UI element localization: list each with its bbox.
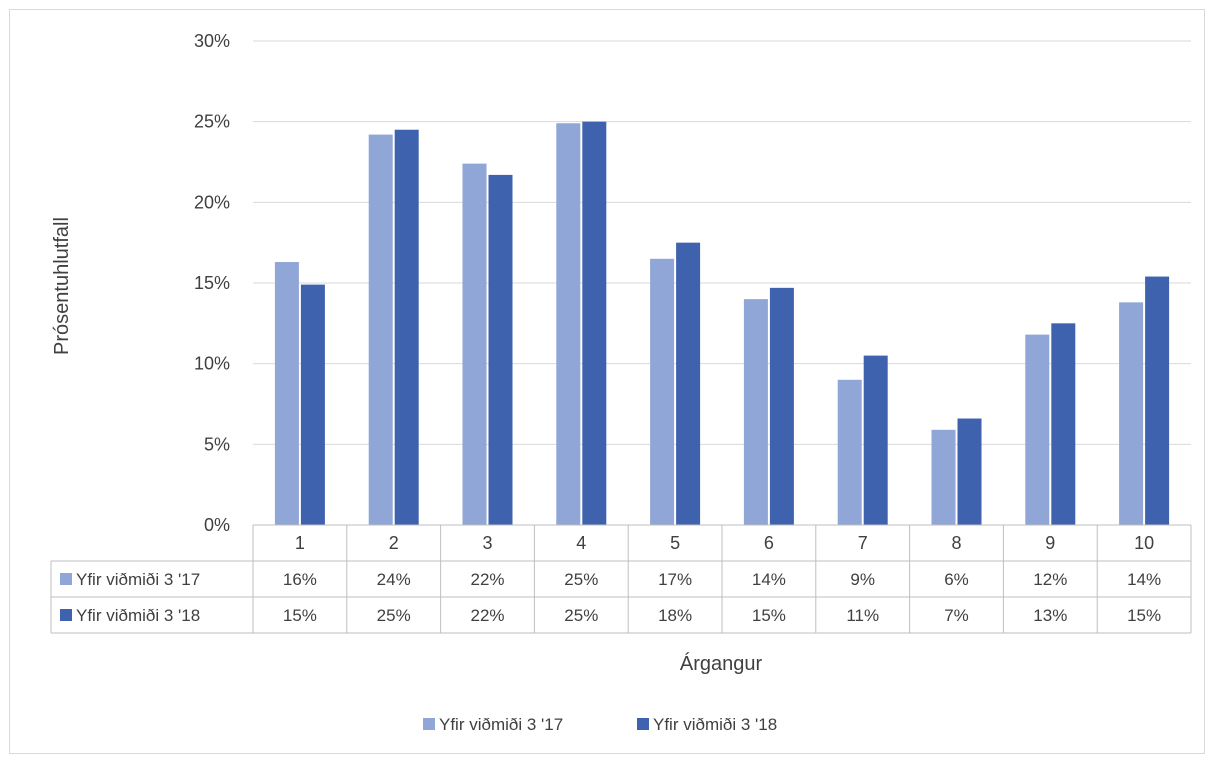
bar (769, 287, 794, 525)
bar (368, 134, 393, 525)
bar (650, 258, 675, 525)
chart-svg: 0% 5% 10% 15% 20% 25% 30% 1 2 3 4 5 6 7 8 9 10 Yfir viðm… (50, 31, 1192, 734)
data-table: 1 2 3 4 5 6 7 8 9 10 Yfir viðmiði 3 '17 16% 24% 22% 25… (50, 524, 1192, 634)
bar (1145, 276, 1170, 525)
y-tick-labels: 0% 5% 10% 15% 20% 25% 30% (194, 31, 230, 535)
y-tick-label: 20% (194, 192, 230, 212)
bar (837, 379, 862, 525)
x-tick-label: 3 (482, 533, 492, 553)
data-label: 25% (564, 570, 598, 589)
gridlines (253, 40, 1191, 445)
bar (394, 129, 419, 525)
x-tick-label: 7 (858, 533, 868, 553)
bar (582, 121, 607, 526)
bar (1119, 302, 1144, 525)
x-tick-label: 10 (1134, 533, 1154, 553)
x-axis-title: Árgangur (680, 652, 763, 675)
data-label: 17% (658, 570, 692, 589)
bar (931, 429, 956, 525)
x-tick-label: 8 (951, 533, 961, 553)
data-label: 18% (658, 606, 692, 625)
x-tick-label: 6 (764, 533, 774, 553)
legend-swatch (423, 718, 435, 730)
y-tick-label: 25% (194, 112, 230, 132)
x-tick-label: 4 (576, 533, 586, 553)
y-tick-label: 30% (194, 31, 230, 51)
legend-label: Yfir viðmiði 3 '17 (439, 715, 563, 734)
table-legend-key (60, 609, 72, 621)
bars (274, 121, 1170, 526)
bar (488, 174, 513, 525)
bar (462, 163, 487, 525)
data-label: 14% (1127, 570, 1161, 589)
bar (743, 299, 768, 525)
x-tick-label: 5 (670, 533, 680, 553)
y-tick-label: 15% (194, 273, 230, 293)
legend: Yfir viðmiði 3 '17 Yfir viðmiði 3 '18 (423, 715, 777, 734)
data-label: 25% (377, 606, 411, 625)
data-label: 25% (564, 606, 598, 625)
bar (676, 242, 701, 525)
bar (957, 418, 982, 525)
legend-swatch (637, 718, 649, 730)
data-label: 6% (944, 570, 969, 589)
x-tick-label: 2 (389, 533, 399, 553)
data-label: 24% (377, 570, 411, 589)
table-series-label: Yfir viðmiði 3 '18 (76, 606, 200, 625)
bar (1025, 334, 1050, 525)
y-tick-label: 0% (204, 515, 230, 535)
table-series-label: Yfir viðmiði 3 '17 (76, 570, 200, 589)
y-tick-label: 5% (204, 434, 230, 454)
data-label: 13% (1033, 606, 1067, 625)
bar (1051, 323, 1076, 525)
bar (863, 355, 888, 525)
data-label: 16% (283, 570, 317, 589)
bar (274, 262, 299, 525)
table-legend-key (60, 573, 72, 585)
data-label: 22% (470, 570, 504, 589)
x-tick-label: 1 (295, 533, 305, 553)
data-label: 11% (846, 606, 879, 625)
data-label: 15% (283, 606, 317, 625)
chart-frame: 0% 5% 10% 15% 20% 25% 30% 1 2 3 4 5 6 7 8 9 10 Yfir viðm… (9, 9, 1205, 754)
data-label: 14% (752, 570, 786, 589)
data-label: 22% (470, 606, 504, 625)
data-label: 15% (752, 606, 786, 625)
y-tick-label: 10% (194, 354, 230, 374)
data-label: 15% (1127, 606, 1161, 625)
bar (300, 284, 325, 525)
data-label: 9% (850, 570, 875, 589)
bar (556, 123, 581, 525)
y-axis-title: Prósentuhlutfall (51, 217, 73, 355)
data-label: 12% (1033, 570, 1067, 589)
data-label: 7% (944, 606, 969, 625)
legend-label: Yfir viðmiði 3 '18 (653, 715, 777, 734)
x-tick-label: 9 (1045, 533, 1055, 553)
